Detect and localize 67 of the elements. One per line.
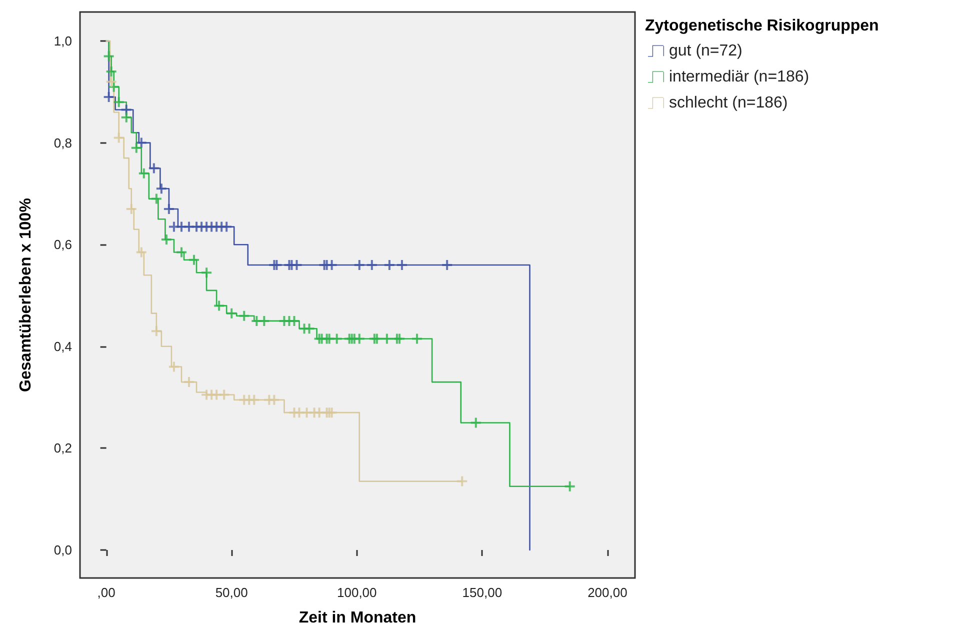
x-tick-label: 100,00 (336, 585, 377, 600)
point (372, 334, 382, 344)
point (121, 112, 132, 122)
point (384, 260, 394, 270)
point (564, 481, 575, 492)
point (382, 334, 392, 344)
point (131, 142, 142, 153)
x-axis-title: Zeit in Monaten (298, 610, 416, 626)
point (106, 76, 116, 87)
point (126, 204, 136, 214)
point (354, 334, 364, 344)
point (151, 326, 162, 336)
y-tick-label: 0,6 (54, 237, 72, 252)
point (114, 132, 124, 143)
point (104, 51, 114, 62)
point (151, 194, 162, 204)
point (136, 138, 146, 148)
point (457, 476, 468, 486)
point (269, 394, 280, 405)
point (366, 260, 377, 270)
point (106, 66, 116, 77)
point (219, 390, 230, 400)
point (108, 82, 119, 92)
point (164, 204, 174, 214)
point (202, 268, 212, 278)
point (222, 222, 232, 232)
y-axis-title: Gesamtüberleben x 100% (18, 198, 34, 392)
legend-label: schlecht (n=186) (669, 94, 788, 112)
point (189, 254, 200, 265)
point (396, 260, 407, 270)
point (272, 260, 282, 270)
point (354, 260, 364, 270)
point (138, 168, 149, 178)
x-tick-label: 50,00 (215, 585, 248, 600)
point (168, 362, 179, 372)
legend-label: gut (n=72) (669, 42, 742, 60)
point (332, 334, 342, 344)
y-tick-label: 1,0 (54, 34, 72, 49)
point (176, 247, 186, 258)
point (148, 163, 159, 174)
legend-title: Zytogenetische Risikogruppen (645, 18, 879, 34)
y-tick-label: 0,2 (54, 440, 72, 456)
x-tick-label: 200,00 (588, 585, 628, 600)
point (289, 316, 300, 326)
y-tick-label: 0,4 (54, 338, 72, 354)
x-tick-label: 150,00 (462, 585, 502, 600)
point (470, 418, 481, 428)
point (156, 184, 166, 194)
point (259, 316, 270, 326)
y-tick-label: 0,0 (54, 542, 72, 558)
legend-label: intermediär (n=186) (669, 68, 810, 86)
point (214, 300, 224, 311)
point (239, 310, 250, 321)
point (136, 247, 146, 258)
y-tick-label: 0,8 (54, 135, 72, 150)
point (226, 308, 237, 318)
point (442, 260, 452, 270)
point (161, 234, 172, 245)
point (394, 334, 404, 344)
point (104, 92, 114, 102)
point (114, 97, 124, 108)
point (412, 334, 422, 344)
point (184, 377, 194, 388)
x-tick-label: ,00 (97, 585, 116, 600)
point (304, 324, 314, 334)
point (249, 394, 260, 405)
point (326, 408, 337, 418)
